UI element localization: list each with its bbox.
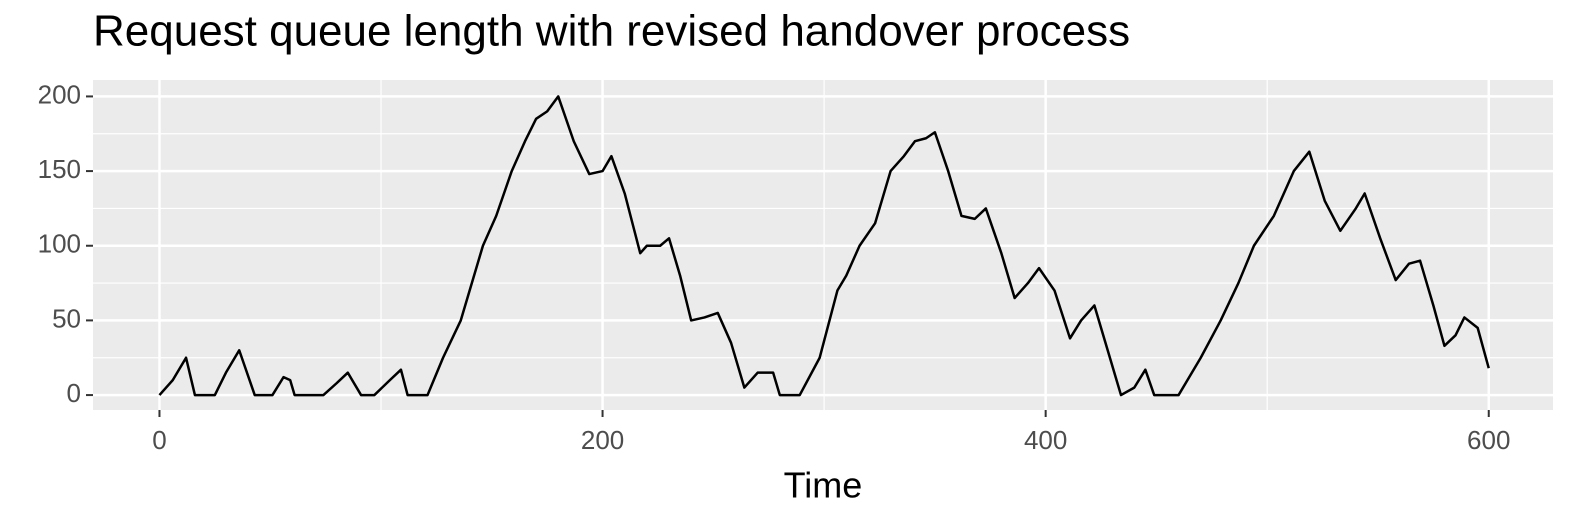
x-tick-label: 200 bbox=[581, 425, 624, 455]
y-tick-label: 0 bbox=[67, 378, 81, 408]
y-tick-label: 200 bbox=[38, 79, 81, 109]
x-tick-label: 600 bbox=[1467, 425, 1510, 455]
chart-title: Request queue length with revised handov… bbox=[93, 7, 1130, 56]
y-tick-label: 50 bbox=[52, 303, 81, 333]
x-tick-label: 0 bbox=[152, 425, 166, 455]
x-axis-title: Time bbox=[784, 465, 863, 506]
y-tick-label: 100 bbox=[38, 229, 81, 259]
line bbox=[158, 95, 1490, 397]
y-tick-label: 150 bbox=[38, 154, 81, 184]
x-tick-label: 400 bbox=[1024, 425, 1067, 455]
